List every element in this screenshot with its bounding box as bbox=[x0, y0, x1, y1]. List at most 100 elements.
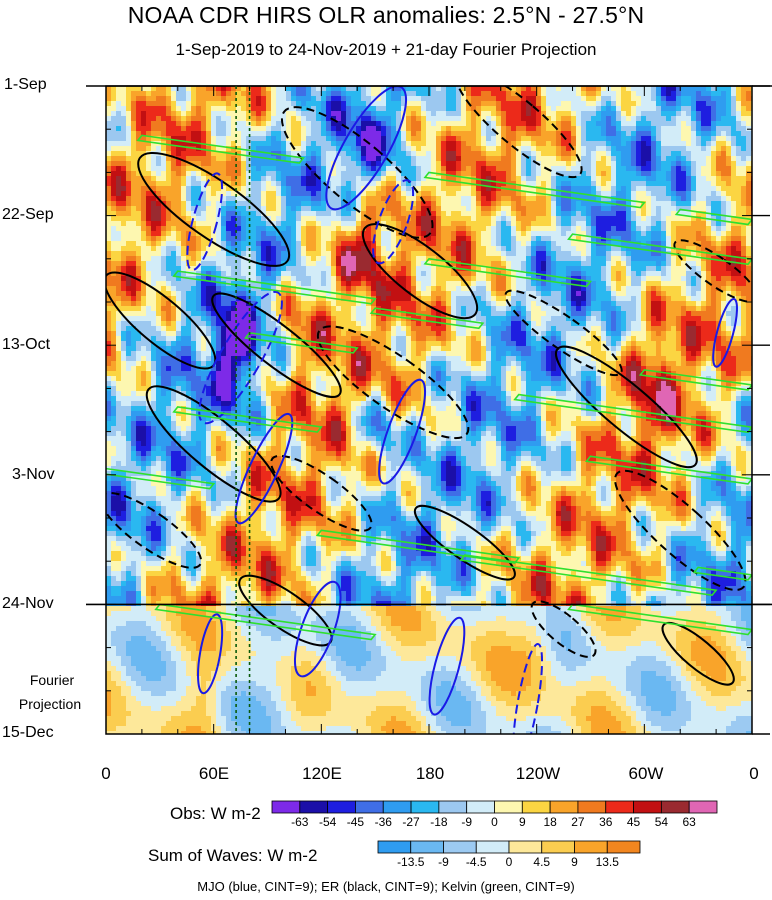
heatmap-cell bbox=[436, 131, 442, 137]
heatmap-cell bbox=[741, 171, 747, 177]
heatmap-cell bbox=[166, 106, 172, 112]
heatmap-cell bbox=[276, 146, 282, 152]
heatmap-cell bbox=[321, 146, 327, 152]
heatmap-cell bbox=[406, 171, 412, 177]
heatmap-cell bbox=[536, 86, 542, 92]
heatmap-cell bbox=[161, 116, 167, 122]
heatmap-cell bbox=[231, 181, 237, 187]
heatmap-cell bbox=[171, 266, 177, 272]
heatmap-cell bbox=[286, 176, 292, 182]
heatmap-cell bbox=[121, 126, 127, 132]
heatmap-cell bbox=[386, 116, 392, 122]
heatmap-cell bbox=[521, 96, 527, 102]
heatmap-cell bbox=[546, 146, 552, 152]
heatmap-cell bbox=[566, 86, 572, 92]
heatmap-cell bbox=[356, 216, 362, 222]
heatmap-cell bbox=[421, 226, 427, 232]
heatmap-cell bbox=[376, 86, 382, 92]
heatmap-cell bbox=[476, 171, 482, 177]
heatmap-cell bbox=[601, 146, 607, 152]
heatmap-cell bbox=[686, 186, 692, 192]
heatmap-cell bbox=[556, 201, 562, 207]
heatmap-cell bbox=[361, 171, 367, 177]
heatmap-cell bbox=[696, 206, 702, 212]
heatmap-cell bbox=[726, 96, 732, 102]
heatmap-cell bbox=[491, 146, 497, 152]
heatmap-cell bbox=[586, 206, 592, 212]
heatmap-cell bbox=[461, 211, 467, 217]
heatmap-cell bbox=[641, 156, 647, 162]
heatmap-cell bbox=[476, 206, 482, 212]
heatmap-cell bbox=[571, 126, 577, 132]
heatmap-cell bbox=[136, 216, 142, 222]
heatmap-cell bbox=[376, 206, 382, 212]
heatmap-cell bbox=[661, 106, 667, 112]
heatmap-cell bbox=[421, 201, 427, 207]
heatmap-cell bbox=[736, 256, 742, 262]
heatmap-cell bbox=[696, 116, 702, 122]
heatmap-cell bbox=[441, 251, 447, 257]
heatmap-cell bbox=[366, 156, 372, 162]
heatmap-cell bbox=[186, 206, 192, 212]
heatmap-cell bbox=[721, 141, 727, 147]
heatmap-cell bbox=[446, 236, 452, 242]
heatmap-cell bbox=[126, 161, 132, 167]
heatmap-cell bbox=[346, 221, 352, 227]
heatmap-cell bbox=[476, 131, 482, 137]
heatmap-cell bbox=[151, 126, 157, 132]
heatmap-cell bbox=[226, 241, 232, 247]
heatmap-cell bbox=[546, 181, 552, 187]
heatmap-cell bbox=[556, 136, 562, 142]
heatmap-cell bbox=[326, 276, 332, 282]
heatmap-cell bbox=[426, 111, 432, 117]
heatmap-cell bbox=[586, 101, 592, 107]
heatmap-cell bbox=[221, 111, 227, 117]
heatmap-cell bbox=[151, 226, 157, 232]
heatmap-cell bbox=[321, 236, 327, 242]
heatmap-cell bbox=[711, 271, 717, 277]
heatmap-cell bbox=[116, 181, 122, 187]
heatmap-cell bbox=[231, 111, 237, 117]
heatmap-cell bbox=[371, 231, 377, 237]
heatmap-cell bbox=[571, 161, 577, 167]
heatmap-cell bbox=[526, 106, 532, 112]
heatmap-cell bbox=[356, 271, 362, 277]
heatmap-cell bbox=[286, 141, 292, 147]
heatmap-cell bbox=[111, 156, 117, 162]
heatmap-cell bbox=[501, 111, 507, 117]
heatmap-cell bbox=[531, 231, 537, 237]
heatmap-cell bbox=[606, 246, 612, 252]
heatmap-cell bbox=[471, 266, 477, 272]
heatmap-cell bbox=[496, 261, 502, 267]
heatmap-cell bbox=[211, 116, 217, 122]
heatmap-cell bbox=[711, 241, 717, 247]
heatmap-cell bbox=[316, 196, 322, 202]
heatmap-cell bbox=[621, 236, 627, 242]
heatmap-cell bbox=[281, 241, 287, 247]
heatmap-cell bbox=[386, 121, 392, 127]
heatmap-cell bbox=[156, 251, 162, 257]
heatmap-cell bbox=[106, 121, 112, 127]
heatmap-cell bbox=[471, 216, 477, 222]
heatmap-cell bbox=[741, 126, 747, 132]
heatmap-cell bbox=[741, 156, 747, 162]
heatmap-cell bbox=[436, 126, 442, 132]
heatmap-cell bbox=[501, 156, 507, 162]
heatmap-cell bbox=[361, 271, 367, 277]
heatmap-cell bbox=[281, 126, 287, 132]
heatmap-cell bbox=[456, 91, 462, 97]
heatmap-cell bbox=[681, 166, 687, 172]
heatmap-cell bbox=[251, 146, 257, 152]
heatmap-cell bbox=[696, 106, 702, 112]
heatmap-cell bbox=[471, 201, 477, 207]
heatmap-cell bbox=[286, 181, 292, 187]
heatmap-cell bbox=[276, 141, 282, 147]
heatmap-cell bbox=[601, 136, 607, 142]
heatmap-cell bbox=[636, 211, 642, 217]
heatmap-cell bbox=[236, 116, 242, 122]
heatmap-cell bbox=[171, 261, 177, 267]
heatmap-cell bbox=[371, 101, 377, 107]
heatmap-cell bbox=[506, 126, 512, 132]
heatmap-cell bbox=[351, 201, 357, 207]
heatmap-cell bbox=[616, 176, 622, 182]
